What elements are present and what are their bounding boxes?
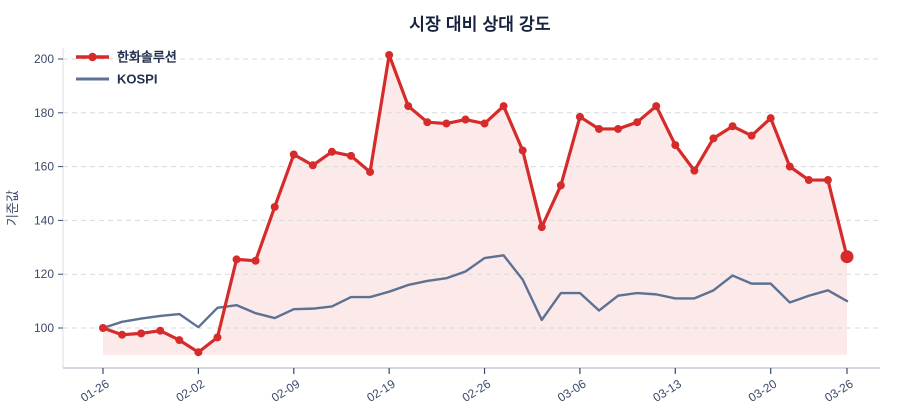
- hanwha-point: [709, 134, 718, 143]
- hanwha-point: [308, 161, 317, 170]
- legend-hanwha-marker: [88, 52, 97, 62]
- hanwha-point: [575, 112, 584, 121]
- hanwha-point: [766, 114, 775, 123]
- hanwha-point: [690, 166, 699, 175]
- hanwha-point: [137, 329, 146, 338]
- hanwha-point: [804, 176, 813, 185]
- hanwha-point: [366, 167, 375, 176]
- hanwha-point: [518, 146, 527, 155]
- hanwha-point: [652, 102, 661, 111]
- x-tick-label: 03-13: [650, 377, 684, 405]
- y-tick-label: 140: [34, 213, 54, 227]
- hanwha-point: [480, 119, 489, 128]
- legend-hanwha-label: 한화솔루션: [117, 50, 177, 65]
- legend: 한화솔루션 KOSPI: [76, 50, 177, 87]
- hanwha-point: [251, 256, 260, 265]
- kospi-line: [101, 254, 849, 330]
- y-tick-label: 180: [34, 106, 54, 120]
- hanwha-point: [823, 176, 832, 185]
- hanwha-point: [556, 181, 565, 190]
- hanwha-point: [537, 223, 546, 232]
- hanwha-point: [232, 255, 241, 264]
- hanwha-point: [213, 333, 222, 342]
- x-tick-label: 02-02: [174, 377, 208, 405]
- hanwha-point: [385, 50, 394, 59]
- hanwha-point: [194, 348, 203, 357]
- x-tick-label: 02-26: [460, 377, 494, 405]
- y-tick-label: 100: [34, 321, 54, 335]
- x-tick-label: 01-26: [78, 377, 112, 405]
- hanwha-point: [289, 150, 298, 159]
- y-tick-label: 120: [34, 267, 54, 281]
- y-tick-label: 160: [34, 160, 54, 174]
- x-tick-label: 03-20: [746, 377, 780, 405]
- legend-kospi-label: KOSPI: [117, 72, 157, 87]
- hanwha-point: [423, 118, 432, 127]
- hanwha-point: [327, 147, 336, 156]
- hanwha-point: [728, 122, 737, 131]
- hanwha-point: [785, 162, 794, 171]
- hanwha-point: [614, 124, 623, 133]
- hanwha-point: [747, 131, 756, 140]
- x-tick-label: 02-19: [364, 377, 398, 405]
- y-axis-label: 기준값: [5, 190, 20, 226]
- hanwha-point: [671, 141, 680, 150]
- x-tick-label: 03-26: [822, 377, 856, 405]
- chart-title: 시장 대비 상대 강도: [409, 15, 551, 34]
- hanwha-point: [461, 115, 470, 124]
- hanwha-point: [156, 326, 165, 335]
- hanwha-point: [499, 102, 508, 111]
- hanwha-point: [442, 119, 451, 128]
- hanwha-point: [840, 250, 854, 264]
- x-tick-label: 02-09: [269, 377, 303, 405]
- hanwha-point: [347, 151, 355, 160]
- y-tick-label: 200: [34, 52, 54, 66]
- x-tick-label: 03-06: [555, 377, 589, 405]
- hanwha-point: [175, 336, 184, 345]
- hanwha-area-fill: [103, 54, 847, 355]
- hanwha-point: [99, 324, 107, 332]
- hanwha-point: [118, 330, 127, 339]
- hanwha-point: [633, 118, 642, 127]
- hanwha-point: [270, 202, 279, 211]
- hanwha-point: [595, 124, 603, 133]
- hanwha-point: [404, 102, 413, 111]
- hanwha-line: [101, 53, 849, 354]
